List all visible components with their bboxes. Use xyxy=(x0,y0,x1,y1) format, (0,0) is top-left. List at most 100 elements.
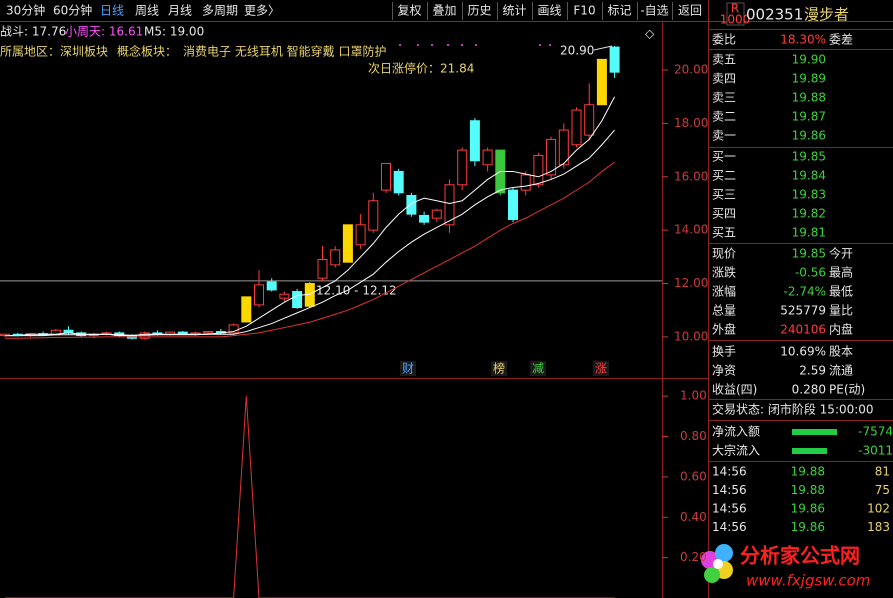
row-label: 买五 xyxy=(712,226,736,240)
toolbar-button[interactable]: 返回 xyxy=(678,4,702,18)
y-tick-label: 0.40 xyxy=(680,510,707,524)
row-label: 买四 xyxy=(712,207,736,221)
candle-body xyxy=(292,291,303,309)
row-value: 19.85 xyxy=(792,247,826,261)
row-label: 现价 xyxy=(712,247,736,261)
candle-body xyxy=(457,149,468,186)
event-marker[interactable]: 涨 xyxy=(595,361,607,376)
row-value: 19.89 xyxy=(792,72,826,86)
row-label: 买三 xyxy=(712,188,736,202)
row-label: 卖二 xyxy=(712,110,736,124)
row-label: 今开 xyxy=(829,246,853,261)
candle-body xyxy=(228,324,239,334)
y-tick-label: 0.80 xyxy=(680,429,707,443)
sector-text: 所属地区：深圳板块 xyxy=(0,45,108,59)
row-value: 240106 xyxy=(780,323,826,337)
row-label: 买一 xyxy=(712,150,736,164)
row-label: 买二 xyxy=(712,169,736,183)
candle-body xyxy=(520,174,531,191)
toolbar-button[interactable]: 统计 xyxy=(502,4,526,18)
tick-time: 14:56 xyxy=(712,465,747,479)
tick-volume: 75 xyxy=(875,483,890,497)
trade-status: 交易状态: 闭市阶段 15:00:00 xyxy=(712,402,874,417)
candle-body xyxy=(444,184,455,226)
toolbar-button[interactable]: 叠加 xyxy=(432,4,456,18)
tick-volume: 183 xyxy=(867,520,890,534)
row-value: 525779 xyxy=(780,304,826,318)
period-tab[interactable]: 周线 xyxy=(135,4,159,18)
event-marker[interactable]: 减 xyxy=(532,362,544,376)
candle-body xyxy=(279,293,290,299)
decor-dots xyxy=(399,44,551,46)
concepts: 消费电子 无线耳机 智能穿戴 口罩防护 xyxy=(183,44,386,59)
badge-bottom: 1000 xyxy=(720,13,751,27)
logo xyxy=(701,544,733,583)
row-value: 19.85 xyxy=(792,150,826,164)
event-marker[interactable]: 财 xyxy=(402,362,414,376)
stock-name: 漫步者 xyxy=(804,6,849,24)
watermark-title: 分析家公式网 xyxy=(740,544,860,568)
toolbar-button[interactable]: F10 xyxy=(573,4,595,18)
limit-price: 次日涨停价：21.84 xyxy=(368,61,474,76)
row-value: 19.81 xyxy=(792,226,826,240)
toolbar-button[interactable]: 标记 xyxy=(607,4,631,18)
toolbar-button[interactable]: 历史 xyxy=(467,4,491,18)
period-tab[interactable]: 日线 xyxy=(100,4,124,18)
moving-average xyxy=(5,129,615,337)
tick-volume: 102 xyxy=(867,502,890,516)
candle-body xyxy=(254,284,264,306)
toolbar-button[interactable]: -自选 xyxy=(640,4,668,18)
candle-body xyxy=(381,162,391,191)
row-value: -2.74% xyxy=(784,285,826,299)
diamond-icon[interactable]: ◇ xyxy=(645,27,655,41)
stock-code: 002351 xyxy=(746,6,803,24)
tick-price: 19.86 xyxy=(791,520,825,534)
indicator-text: 小周天: 16.61 xyxy=(65,25,143,39)
candle-body xyxy=(469,120,480,162)
y-tick-label: 1.00 xyxy=(680,389,707,403)
row-label: 外盘 xyxy=(712,322,736,337)
concept-label: 概念板块： xyxy=(117,44,177,59)
period-tab[interactable]: 多周期 xyxy=(202,4,238,18)
badge xyxy=(726,2,745,26)
event-marker-box xyxy=(491,361,507,376)
event-marker[interactable]: 榜 xyxy=(493,361,505,376)
row-value: 19.87 xyxy=(792,110,826,124)
candle-body xyxy=(609,46,620,73)
candle-body xyxy=(584,104,595,136)
toolbar-button[interactable]: 画线 xyxy=(537,4,561,18)
row-label: 卖一 xyxy=(712,129,736,143)
row-label: 换手 xyxy=(712,345,736,359)
row-label: 涨跌 xyxy=(712,265,736,280)
period-tab[interactable]: 60分钟 xyxy=(53,3,92,18)
flow-bar xyxy=(792,429,837,435)
price-line-label: 12.10 - 12.12 xyxy=(316,283,397,297)
candle-body xyxy=(508,189,518,220)
row-label: 委比 xyxy=(712,33,736,47)
row-label: 量比 xyxy=(829,304,853,318)
row-label: 委差 xyxy=(829,33,853,47)
tick-time: 14:56 xyxy=(712,520,747,534)
tick-time: 14:56 xyxy=(712,483,747,497)
row-label: 卖五 xyxy=(712,53,736,67)
high-label: 20.90 xyxy=(560,44,594,58)
row-label: 卖三 xyxy=(712,91,736,105)
row-label: 内盘 xyxy=(829,322,853,337)
y-tick-label: 18.00 xyxy=(674,116,708,130)
period-tab[interactable]: 月线 xyxy=(168,4,192,18)
toolbar-button[interactable]: 复权 xyxy=(397,4,421,18)
candle-body xyxy=(558,129,569,166)
row-label: 净资 xyxy=(712,364,736,378)
period-tab[interactable]: 30分钟 xyxy=(6,3,45,18)
row-value: 19.90 xyxy=(792,53,826,67)
flow-value: -7574 xyxy=(858,425,893,439)
candle-body xyxy=(266,281,277,291)
candle-body xyxy=(368,200,379,231)
tick-time: 14:56 xyxy=(712,502,747,516)
y-tick-label: 20.00 xyxy=(674,63,708,77)
row-label: PE(动) xyxy=(829,383,865,397)
period-tab[interactable]: 更多〉 xyxy=(244,4,280,18)
row-label: 股本 xyxy=(829,345,853,359)
